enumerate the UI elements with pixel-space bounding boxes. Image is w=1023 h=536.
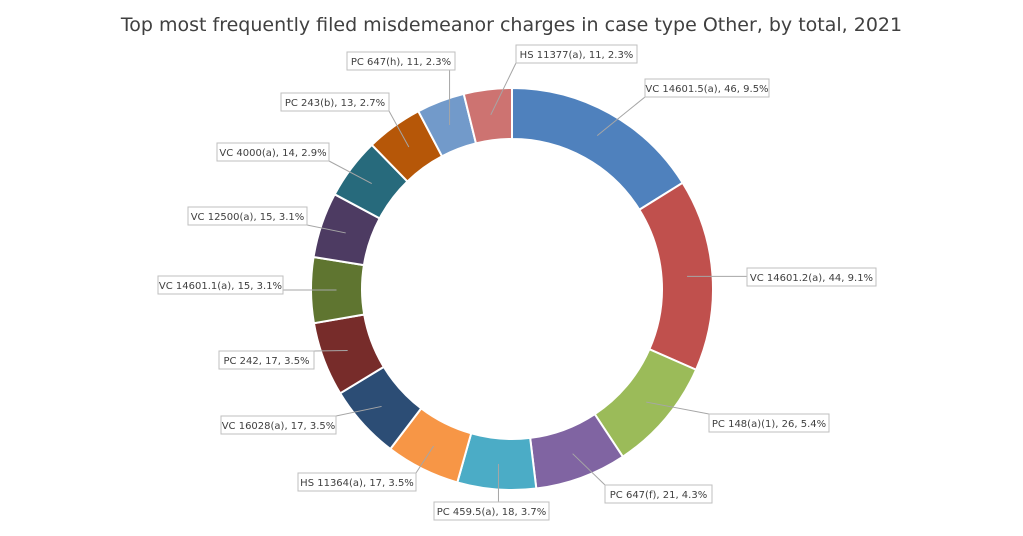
data-label-box [708,413,830,433]
data-label: PC 148(a)(1), 26, 5.4% [712,419,826,430]
leader-line [572,453,606,486]
data-label-box [346,51,456,71]
leader-line [596,96,646,136]
leader-line [335,405,382,417]
data-label: PC 242, 17, 3.5% [223,356,309,367]
data-label-box [220,415,337,435]
data-label-box [157,275,284,295]
chart-title: Top most frequently filed misdemeanor ch… [120,14,903,36]
data-label-box [604,484,713,504]
leader-line [415,445,435,474]
data-label: HS 11364(a), 17, 3.5% [300,478,414,489]
data-label-box [644,78,770,98]
leader-line [646,401,710,415]
data-label: VC 16028(a), 17, 3.5% [222,421,336,432]
data-label-box [216,142,330,162]
data-label-box [280,92,390,112]
leader-line [306,224,346,234]
data-label: PC 459.5(a), 18, 3.7% [437,507,547,518]
data-label: VC 14601.5(a), 46, 9.5% [645,84,768,95]
data-label-box [746,267,877,287]
doughnut-slice [511,86,685,212]
data-label: PC 243(b), 13, 2.7% [285,98,385,109]
data-label-box [515,44,638,64]
data-label: VC 4000(a), 14, 2.9% [219,148,326,159]
data-label: VC 12500(a), 15, 3.1% [191,212,305,223]
data-label: HS 11377(a), 11, 2.3% [520,50,634,61]
leader-line [388,110,410,148]
data-label-box [433,501,550,521]
data-label-box [218,350,315,370]
data-label: VC 14601.1(a), 15, 3.1% [159,281,282,292]
data-label: PC 647(h), 11, 2.3% [351,57,451,68]
leader-line [328,160,372,184]
doughnut-slice [462,86,513,145]
data-label-box [187,206,308,226]
leader-line [490,62,517,116]
data-label-box [297,472,417,492]
data-label: VC 14601.2(a), 44, 9.1% [750,273,873,284]
data-label: PC 647(f), 21, 4.3% [610,490,707,501]
